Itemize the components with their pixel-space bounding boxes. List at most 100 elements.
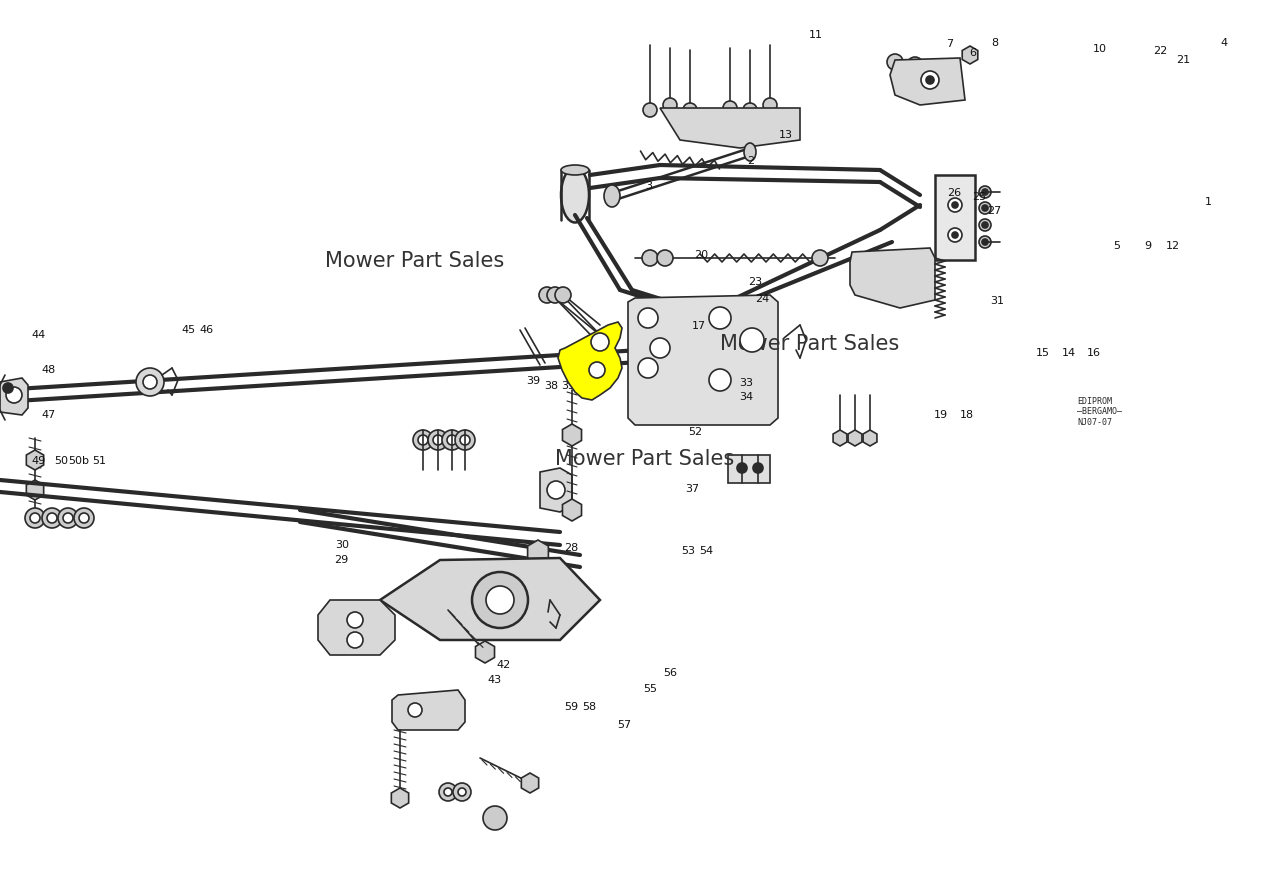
- Text: 20: 20: [694, 250, 709, 260]
- Circle shape: [709, 369, 731, 391]
- Text: 55: 55: [644, 684, 657, 695]
- Circle shape: [442, 430, 462, 450]
- Text: 6: 6: [969, 48, 977, 58]
- Text: 54: 54: [699, 546, 714, 556]
- Circle shape: [921, 71, 938, 89]
- Text: 49: 49: [31, 455, 46, 466]
- Ellipse shape: [561, 165, 589, 175]
- Circle shape: [547, 287, 564, 303]
- Circle shape: [418, 435, 428, 445]
- Text: 43: 43: [487, 675, 502, 686]
- Text: 39: 39: [525, 376, 541, 386]
- Ellipse shape: [561, 167, 589, 222]
- Polygon shape: [848, 430, 862, 446]
- Circle shape: [982, 222, 988, 228]
- Circle shape: [3, 383, 13, 393]
- Text: 9: 9: [1144, 241, 1151, 252]
- Circle shape: [949, 198, 963, 212]
- Circle shape: [448, 435, 456, 445]
- Polygon shape: [521, 773, 538, 793]
- Circle shape: [979, 186, 991, 198]
- Circle shape: [347, 632, 363, 648]
- Circle shape: [589, 362, 606, 378]
- Text: 4: 4: [1220, 37, 1228, 48]
- Circle shape: [57, 508, 78, 528]
- Circle shape: [408, 703, 422, 717]
- Circle shape: [143, 375, 157, 389]
- Circle shape: [683, 103, 697, 117]
- Text: 28: 28: [564, 542, 579, 553]
- Text: 25: 25: [972, 191, 987, 202]
- Circle shape: [982, 189, 988, 195]
- Circle shape: [539, 287, 555, 303]
- Circle shape: [643, 103, 657, 117]
- Polygon shape: [541, 468, 572, 512]
- Text: 37: 37: [685, 484, 700, 494]
- Text: 56: 56: [664, 668, 677, 679]
- Text: 32: 32: [640, 309, 655, 320]
- Circle shape: [638, 308, 658, 328]
- Polygon shape: [528, 540, 548, 564]
- Polygon shape: [27, 450, 43, 470]
- Circle shape: [444, 788, 453, 796]
- Circle shape: [979, 219, 991, 231]
- Circle shape: [347, 612, 363, 628]
- Text: 13: 13: [779, 129, 792, 140]
- Text: 16: 16: [1088, 347, 1100, 358]
- Text: 17: 17: [691, 321, 706, 331]
- Text: 3: 3: [645, 181, 653, 191]
- Text: 27: 27: [987, 206, 1002, 216]
- Circle shape: [709, 307, 731, 329]
- Polygon shape: [863, 430, 877, 446]
- Circle shape: [472, 572, 528, 628]
- Polygon shape: [391, 788, 409, 808]
- Text: 11: 11: [810, 30, 822, 41]
- Text: 31: 31: [991, 296, 1003, 307]
- Circle shape: [47, 513, 57, 523]
- Circle shape: [643, 250, 658, 266]
- Circle shape: [434, 435, 442, 445]
- Circle shape: [982, 205, 988, 211]
- Circle shape: [650, 338, 669, 358]
- Circle shape: [555, 287, 571, 303]
- Text: 12: 12: [1165, 241, 1181, 252]
- Polygon shape: [562, 499, 581, 521]
- Polygon shape: [476, 641, 495, 663]
- Text: 10: 10: [1094, 43, 1107, 54]
- Circle shape: [907, 57, 923, 73]
- Circle shape: [979, 202, 991, 214]
- Circle shape: [460, 435, 470, 445]
- Ellipse shape: [745, 143, 756, 161]
- Polygon shape: [660, 108, 799, 148]
- Text: 38: 38: [543, 381, 558, 392]
- Circle shape: [455, 430, 476, 450]
- Polygon shape: [391, 690, 465, 730]
- Text: 47: 47: [41, 409, 56, 420]
- Polygon shape: [0, 378, 28, 415]
- Text: 50: 50: [55, 455, 68, 466]
- Polygon shape: [629, 295, 778, 425]
- Polygon shape: [27, 480, 43, 500]
- Text: 7: 7: [946, 39, 954, 50]
- Circle shape: [926, 76, 935, 84]
- Text: 2: 2: [747, 156, 755, 167]
- Circle shape: [743, 103, 757, 117]
- Ellipse shape: [604, 185, 620, 207]
- Circle shape: [762, 98, 776, 112]
- Circle shape: [638, 358, 658, 378]
- Circle shape: [979, 236, 991, 248]
- Polygon shape: [833, 430, 847, 446]
- Text: 19: 19: [933, 409, 949, 420]
- Text: 18: 18: [959, 409, 974, 420]
- Text: 22: 22: [1153, 46, 1168, 57]
- Circle shape: [42, 508, 62, 528]
- Circle shape: [663, 98, 677, 112]
- Text: 48: 48: [41, 365, 56, 376]
- Text: 36: 36: [580, 381, 593, 392]
- Text: 58: 58: [581, 702, 597, 712]
- Text: 35: 35: [562, 381, 575, 392]
- Text: EDIPROM
—BERGAMO—
NJ07-07: EDIPROM —BERGAMO— NJ07-07: [1077, 397, 1122, 427]
- Polygon shape: [850, 248, 935, 308]
- Circle shape: [31, 513, 40, 523]
- Circle shape: [754, 463, 762, 473]
